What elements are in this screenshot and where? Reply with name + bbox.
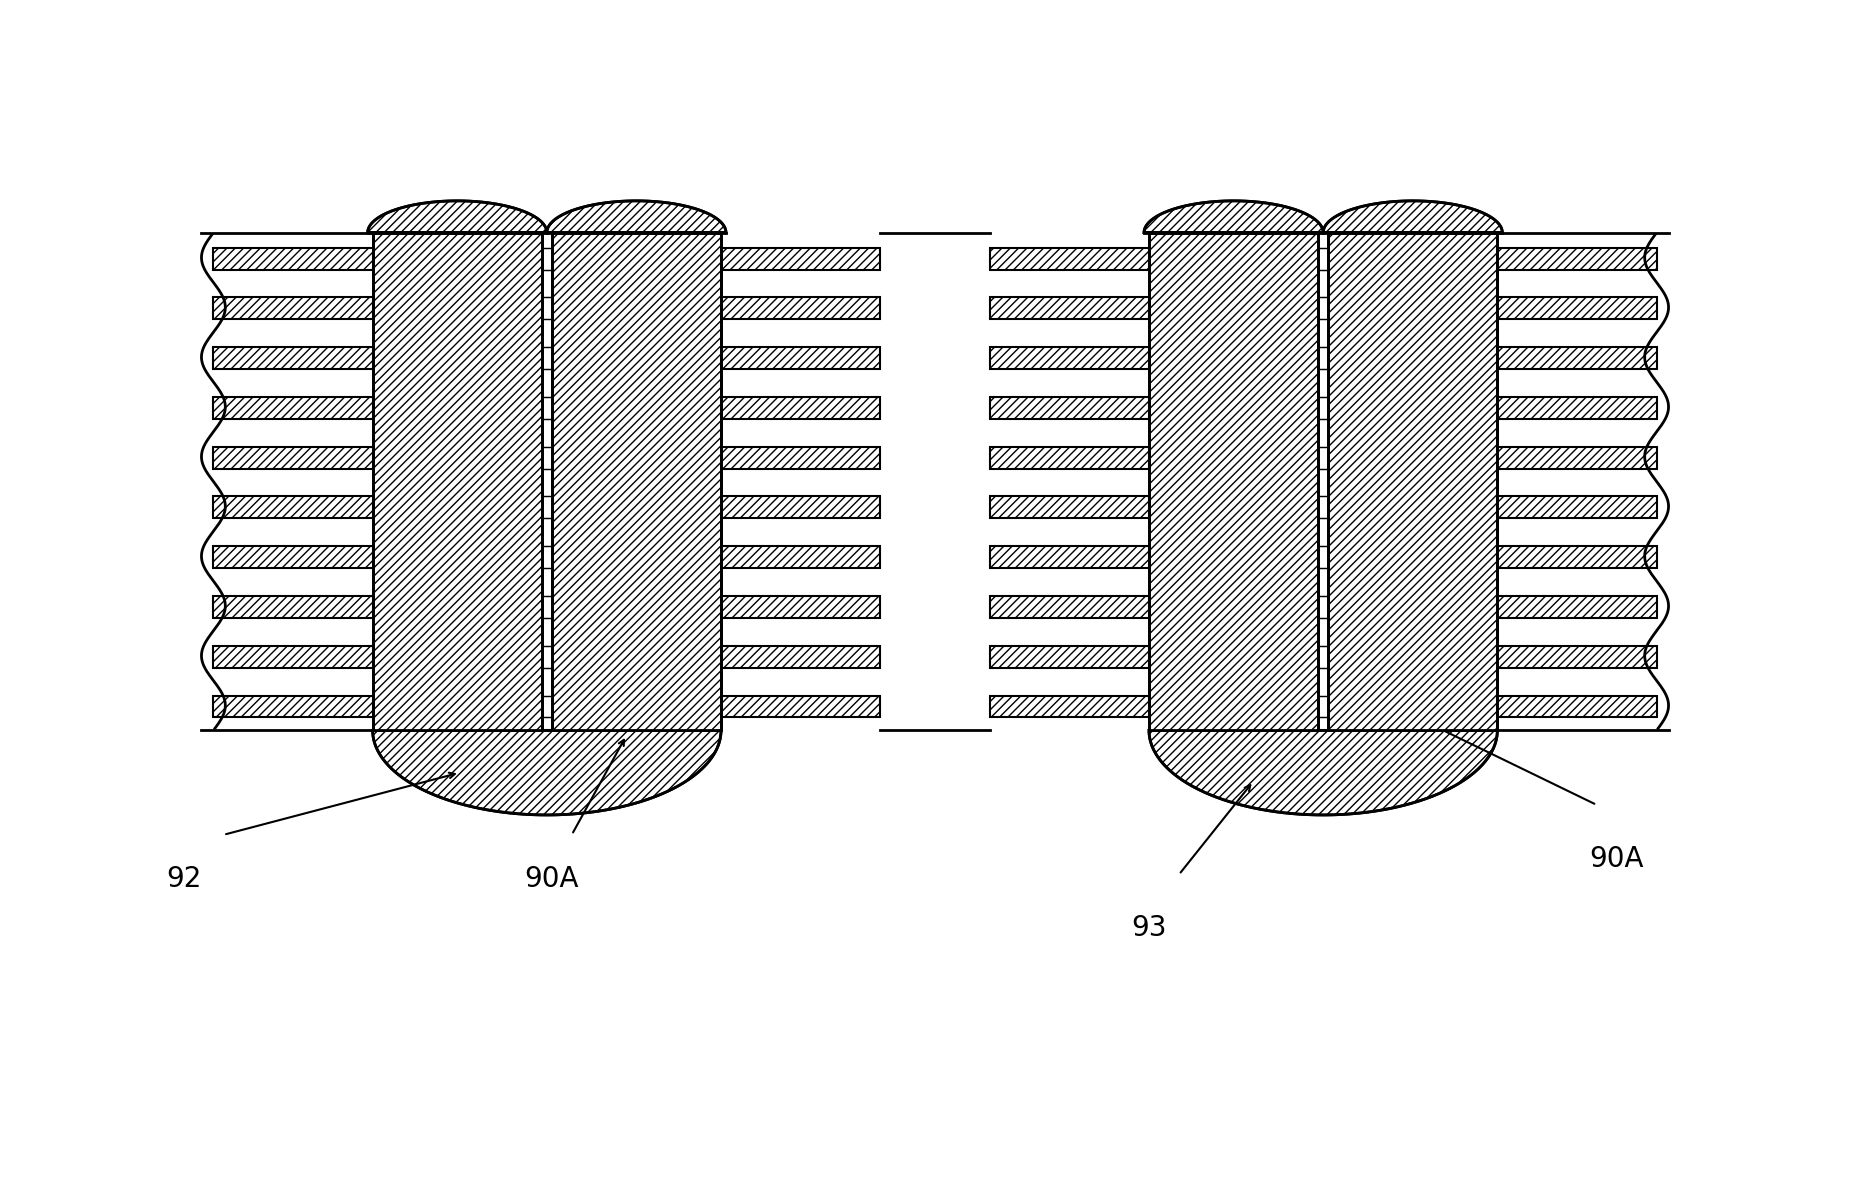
Polygon shape bbox=[990, 248, 1149, 269]
Polygon shape bbox=[990, 497, 1149, 518]
Polygon shape bbox=[213, 298, 373, 319]
Polygon shape bbox=[213, 497, 373, 518]
Polygon shape bbox=[1498, 347, 1657, 369]
Polygon shape bbox=[552, 232, 721, 731]
Text: 90A: 90A bbox=[1589, 844, 1644, 873]
Polygon shape bbox=[721, 547, 880, 568]
Polygon shape bbox=[990, 645, 1149, 668]
Polygon shape bbox=[213, 397, 373, 419]
Polygon shape bbox=[1144, 200, 1324, 232]
Polygon shape bbox=[990, 347, 1149, 369]
Polygon shape bbox=[990, 447, 1149, 468]
Polygon shape bbox=[213, 248, 373, 269]
Polygon shape bbox=[1498, 497, 1657, 518]
Polygon shape bbox=[721, 447, 880, 468]
Polygon shape bbox=[721, 695, 880, 718]
Polygon shape bbox=[990, 397, 1149, 419]
Polygon shape bbox=[367, 200, 547, 232]
Polygon shape bbox=[721, 645, 880, 668]
Polygon shape bbox=[1498, 447, 1657, 468]
Polygon shape bbox=[1498, 298, 1657, 319]
Polygon shape bbox=[1498, 597, 1657, 618]
Polygon shape bbox=[990, 597, 1149, 618]
Polygon shape bbox=[990, 298, 1149, 319]
Polygon shape bbox=[721, 248, 880, 269]
Polygon shape bbox=[373, 731, 721, 815]
Polygon shape bbox=[1498, 695, 1657, 718]
Polygon shape bbox=[1327, 232, 1498, 731]
Polygon shape bbox=[721, 397, 880, 419]
Polygon shape bbox=[213, 347, 373, 369]
Polygon shape bbox=[990, 547, 1149, 568]
Text: 90A: 90A bbox=[524, 865, 578, 893]
Polygon shape bbox=[213, 695, 373, 718]
Polygon shape bbox=[721, 497, 880, 518]
Polygon shape bbox=[213, 645, 373, 668]
Polygon shape bbox=[1149, 232, 1318, 731]
Polygon shape bbox=[373, 232, 541, 731]
Text: 93: 93 bbox=[1131, 914, 1166, 943]
Polygon shape bbox=[1149, 731, 1498, 815]
Polygon shape bbox=[547, 200, 726, 232]
Polygon shape bbox=[990, 695, 1149, 718]
Polygon shape bbox=[721, 597, 880, 618]
Polygon shape bbox=[213, 547, 373, 568]
Polygon shape bbox=[213, 597, 373, 618]
Polygon shape bbox=[1498, 397, 1657, 419]
Text: 92: 92 bbox=[167, 865, 200, 893]
Polygon shape bbox=[1498, 645, 1657, 668]
Polygon shape bbox=[1498, 547, 1657, 568]
Polygon shape bbox=[213, 447, 373, 468]
Polygon shape bbox=[721, 347, 880, 369]
Polygon shape bbox=[1324, 200, 1503, 232]
Polygon shape bbox=[721, 298, 880, 319]
Polygon shape bbox=[1498, 248, 1657, 269]
